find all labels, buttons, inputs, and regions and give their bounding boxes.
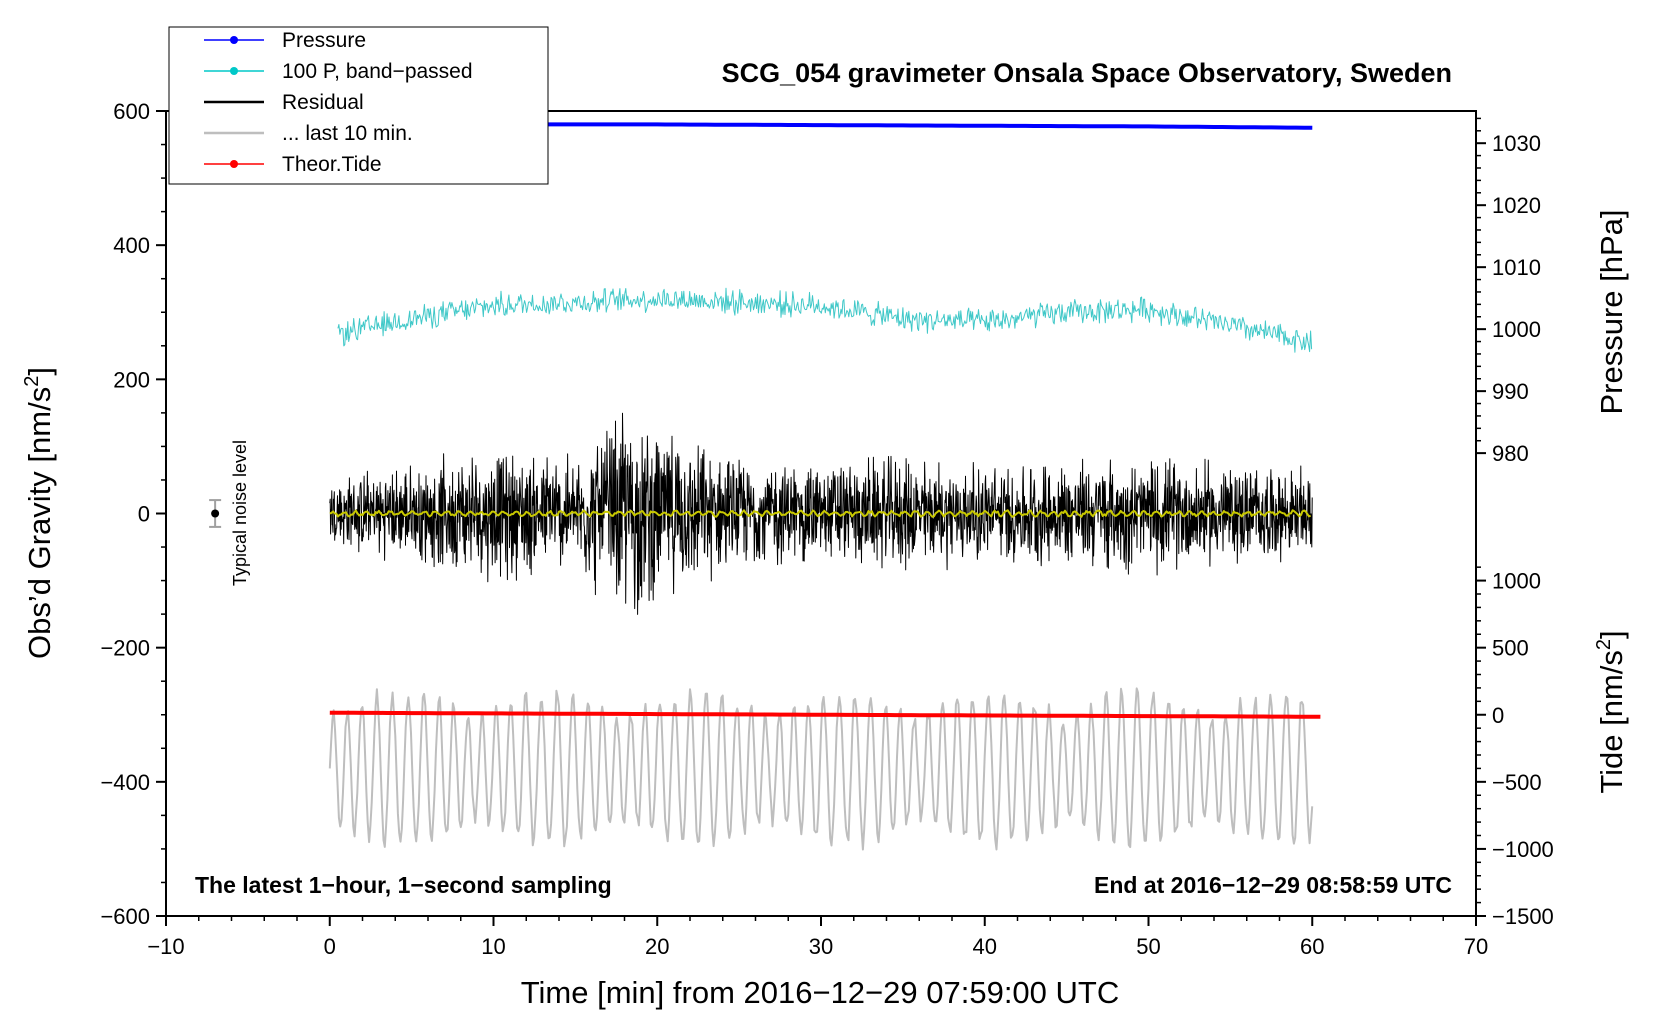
noise-level-label: Typical noise level — [230, 440, 250, 586]
legend-label: Pressure — [282, 29, 366, 52]
pressure-tick-label: 1000 — [1492, 317, 1541, 342]
pressure-tick-label: 1030 — [1492, 131, 1541, 156]
tide-tick-label: 1000 — [1492, 569, 1541, 594]
x-tick-label: 50 — [1136, 934, 1160, 959]
annotation-sampling: The latest 1−hour, 1−second sampling — [195, 872, 612, 898]
series-theor-tide — [329, 710, 1321, 719]
pressure-axis-ticks: 1030 1020 1010 1000 990 980 — [1476, 117, 1541, 466]
x-tick-label: 10 — [481, 934, 505, 959]
legend-label: 100 P, band−passed — [282, 60, 473, 83]
tide-title-sup: 2 — [1593, 639, 1615, 650]
y-left-axis-ticks: 600 400 200 0 −200 −400 −600 — [100, 99, 166, 929]
pressure-tick-label: 1020 — [1492, 193, 1541, 218]
series-layer — [328, 121, 1321, 851]
series-residual-filtered — [329, 509, 1312, 518]
pressure-axis-title: Pressure [hPa] — [1594, 209, 1629, 414]
annotation-end-time: End at 2016−12−29 08:58:59 UTC — [1094, 872, 1452, 898]
legend-marker — [230, 36, 238, 44]
y-left-tick-label: 0 — [138, 502, 150, 527]
chart-title: SCG_054 gravimeter Onsala Space Observat… — [722, 58, 1452, 88]
x-tick-label: 40 — [973, 934, 997, 959]
pressure-tick-label: 990 — [1492, 379, 1529, 404]
legend-marker — [230, 160, 238, 168]
x-tick-label: 60 — [1300, 934, 1324, 959]
legend: Pressure 100 P, band−passed Residual ... la… — [168, 26, 549, 185]
series-pressure-bandpassed — [337, 287, 1313, 353]
series-last-10-min — [328, 687, 1314, 851]
legend-label: ... last 10 min. — [282, 122, 413, 145]
x-tick-label: 0 — [324, 934, 336, 959]
x-tick-label: 30 — [809, 934, 833, 959]
y-left-tick-label: −200 — [100, 636, 150, 661]
y-left-axis-title: Obs’d Gravity [nm/s2] — [21, 367, 57, 659]
noise-level-marker — [209, 499, 222, 528]
y-left-tick-label: −400 — [100, 770, 150, 795]
x-tick-label: 70 — [1464, 934, 1488, 959]
pressure-tick-label: 980 — [1492, 441, 1529, 466]
y-left-title-end: ] — [22, 367, 57, 376]
y-left-tick-label: 200 — [113, 367, 150, 392]
legend-box — [168, 26, 549, 185]
x-tick-label: 20 — [645, 934, 669, 959]
y-left-title-main: Obs’d Gravity [nm/s — [22, 387, 57, 659]
x-axis-title: Time [min] from 2016−12−29 07:59:00 UTC — [521, 975, 1120, 1010]
x-axis-ticks: −10 0 10 20 30 40 50 60 70 — [147, 916, 1488, 959]
y-left-title-sup: 2 — [21, 376, 43, 387]
noise-point — [211, 509, 220, 518]
tide-title-main: Tide [nm/s — [1594, 650, 1629, 794]
x-tick-label: −10 — [147, 934, 184, 959]
pressure-tick-label: 1010 — [1492, 255, 1541, 280]
legend-marker — [230, 67, 238, 75]
y-left-tick-label: 400 — [113, 233, 150, 258]
tide-tick-label: 0 — [1492, 703, 1504, 728]
legend-label: Theor.Tide — [282, 153, 382, 176]
tide-tick-label: 500 — [1492, 636, 1529, 661]
tide-tick-label: −500 — [1492, 770, 1542, 795]
y-left-tick-label: 600 — [113, 99, 150, 124]
legend-items: Pressure 100 P, band−passed Residual ... la… — [204, 29, 473, 176]
series-residual — [329, 412, 1313, 615]
legend-label: Residual — [282, 91, 364, 114]
tide-tick-label: −1500 — [1492, 904, 1554, 929]
tide-tick-label: −1000 — [1492, 837, 1554, 862]
y-left-tick-label: −600 — [100, 904, 150, 929]
tide-title-end: ] — [1594, 630, 1629, 639]
tide-axis-title: Tide [nm/s2] — [1593, 630, 1629, 793]
tide-axis-ticks: 1000 500 0 −500 −1000 −1500 — [1476, 566, 1554, 929]
